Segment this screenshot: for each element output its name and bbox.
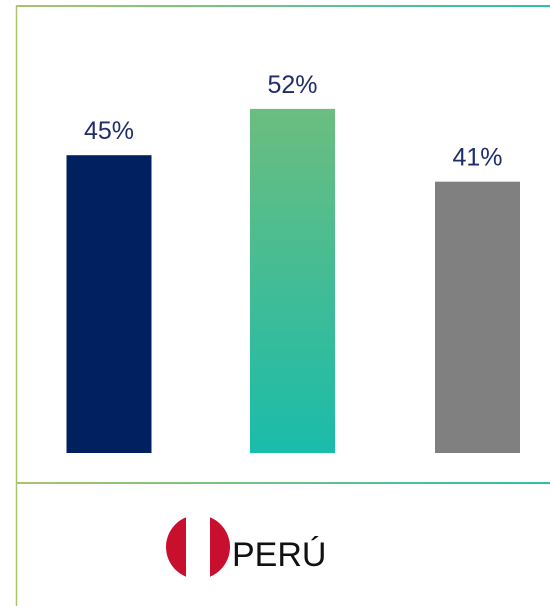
bar — [250, 108, 335, 453]
flag — [166, 515, 230, 579]
value-label: 45% — [84, 117, 134, 145]
value-label: 41% — [452, 144, 502, 172]
bar — [435, 181, 520, 454]
country-label: PERÚ — [232, 536, 326, 574]
value-label: 52% — [267, 71, 317, 99]
bar — [66, 155, 152, 454]
divider — [16, 482, 550, 484]
frame-top — [16, 5, 550, 7]
